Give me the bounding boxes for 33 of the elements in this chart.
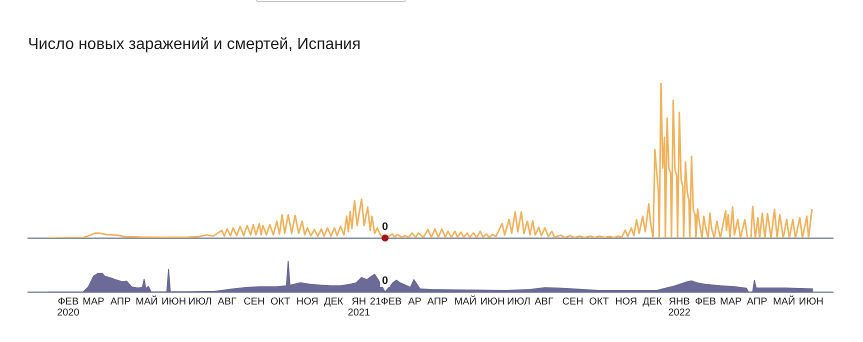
x-tick-label: МАЙ (454, 294, 477, 308)
x-tick-label: ИЮЛ (188, 296, 212, 308)
x-tick-label: ДЕК (324, 296, 344, 308)
annotation: 0 (382, 275, 388, 288)
x-tick-label: МАЙ (773, 294, 796, 308)
x-tick-label: АПР (427, 296, 448, 308)
x-tick-label: ФЕВ (380, 296, 402, 308)
x-tick-label: МАР (720, 296, 742, 308)
x-tick-label: ИЮЛ (506, 296, 530, 308)
x-tick-label: АПР (746, 296, 768, 308)
x-tick-label: ИЮН (162, 296, 186, 308)
annotation: 0 (382, 221, 388, 234)
x-tick-label: НОЯ (296, 296, 318, 308)
x-tick-label: ДЕК (642, 296, 662, 308)
x-tick-label: ОКТ (589, 296, 609, 308)
x-tick-label: АВГ (534, 296, 554, 308)
x-tick-label: ЯН 2021 (348, 296, 370, 318)
x-tick-label: СЕН (244, 296, 265, 308)
x-tick-label: ФЕВ (695, 296, 716, 308)
x-tick-label: ФЕВ 2020 (57, 296, 80, 318)
x-tick-label: ИЮН (798, 296, 824, 308)
x-tick-label: АПР (110, 296, 132, 308)
x-tick-label: ОКТ (270, 296, 290, 308)
x-tick-label: СЕН (562, 296, 584, 308)
x-tick-label: ИЮН (480, 296, 505, 308)
x-tick-label: ЯНВ 2022 (668, 296, 691, 318)
x-tick-label: МАЙ (136, 294, 158, 308)
x-tick-label: 21 (370, 296, 382, 308)
x-tick-label: АР (408, 296, 422, 308)
chart-title: Число новых заражений и смертей, Испания (28, 35, 361, 55)
x-tick-label: МАР (82, 296, 105, 308)
x-tick-label: АВГ (218, 296, 238, 308)
x-tick-label: НОЯ (615, 296, 638, 308)
